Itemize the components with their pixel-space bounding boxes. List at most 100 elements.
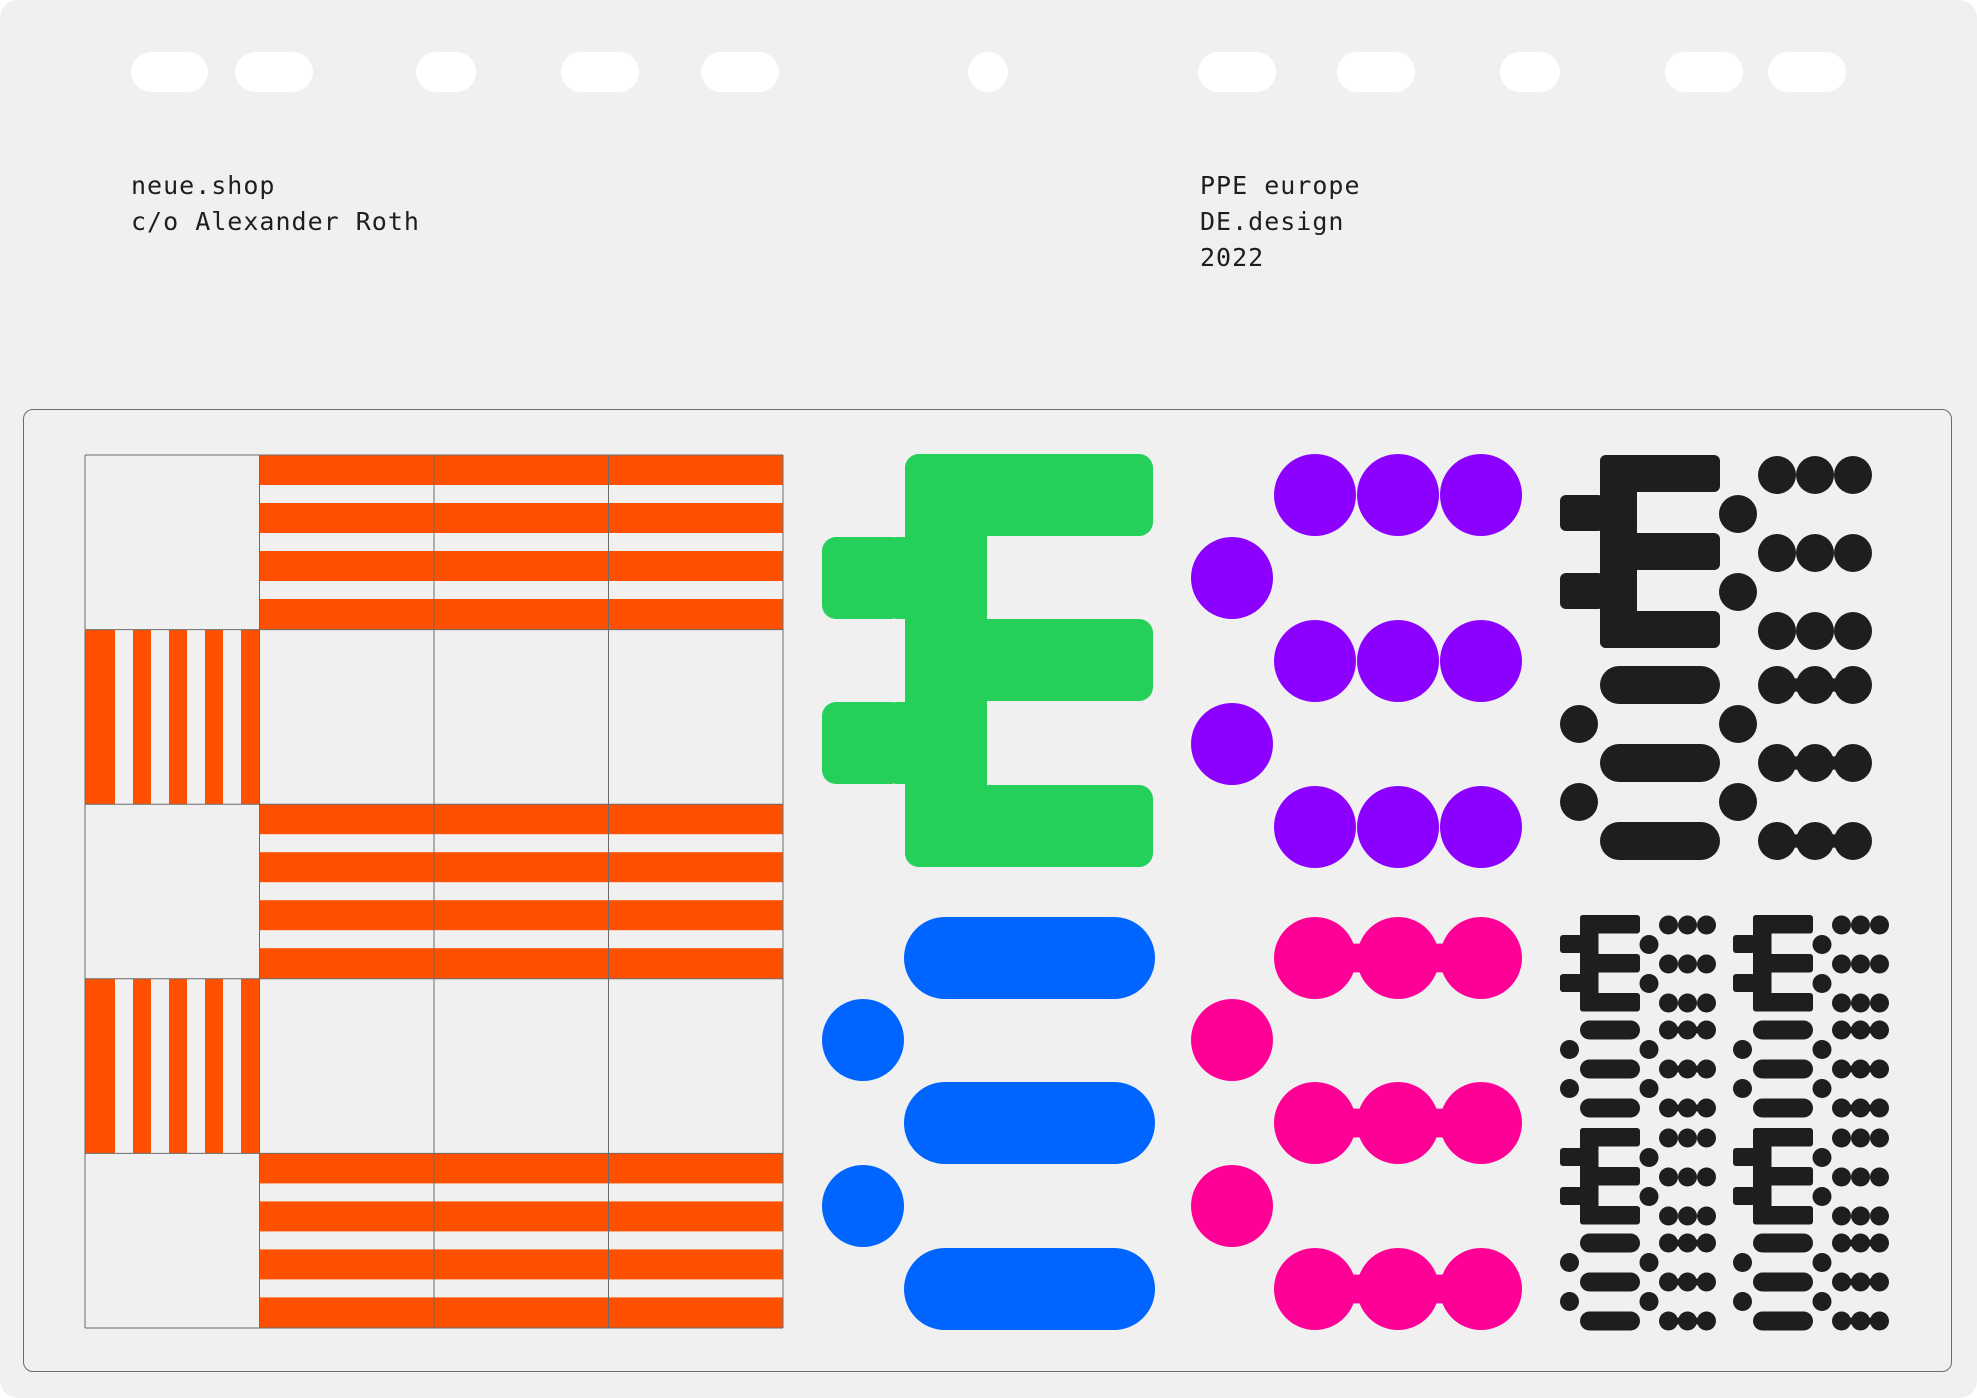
wave-neck <box>1860 1237 1880 1249</box>
black-dot <box>1678 1167 1697 1187</box>
vertical-stripe <box>241 978 260 1154</box>
wave-neck <box>1315 935 1398 981</box>
recipient-line: DE.design <box>1200 207 1345 236</box>
black-dot <box>1832 1167 1851 1187</box>
purple-dot <box>1191 703 1273 785</box>
vertical-stripe <box>241 629 260 805</box>
wave-neck <box>1841 1315 1861 1327</box>
black-dot <box>1834 456 1872 494</box>
horizontal-stripe <box>608 1297 783 1328</box>
black-dot <box>1733 1079 1752 1098</box>
vertical-stripe <box>133 629 151 805</box>
wave-neck <box>1841 1276 1861 1288</box>
vertical-stripe <box>169 629 187 805</box>
black-dot <box>1812 1040 1832 1059</box>
recipient-line: 2022 <box>1200 243 1265 272</box>
perforation-hole <box>561 52 639 92</box>
black-dot <box>1733 1040 1752 1059</box>
horizontal-stripe <box>434 1153 609 1184</box>
horizontal-stripe <box>259 599 434 630</box>
perforation-hole <box>1768 52 1846 92</box>
black-dot <box>1796 612 1834 650</box>
block-nub <box>1560 974 1582 992</box>
square-e-glyph <box>822 454 1153 867</box>
horizontal-stripe <box>608 804 783 835</box>
wave-neck <box>1860 1063 1880 1075</box>
vertical-stripe <box>205 978 223 1154</box>
black-dot <box>1697 915 1716 935</box>
black-glyph-block <box>1733 915 1889 1118</box>
black-dot <box>1851 954 1870 974</box>
wave-neck <box>1687 1315 1707 1327</box>
purple-dot <box>1357 786 1439 868</box>
purple-dot <box>1440 786 1522 868</box>
black-dot <box>1832 1128 1851 1148</box>
black-dot <box>1639 1148 1659 1167</box>
horizontal-stripe <box>434 852 609 883</box>
e-gap <box>987 536 1153 619</box>
block-gap <box>1771 933 1813 954</box>
block-nub <box>1733 1187 1755 1205</box>
black-dot <box>1812 1292 1832 1311</box>
black-glyph-block <box>1560 1128 1716 1331</box>
pill-bar <box>1753 1020 1813 1040</box>
perforation-hole <box>701 52 779 92</box>
dot-e-glyph <box>1191 454 1522 868</box>
vertical-stripe <box>205 629 223 805</box>
black-dot <box>1870 915 1889 935</box>
black-dot <box>1719 783 1757 821</box>
block-nub <box>1733 1148 1755 1166</box>
horizontal-stripe <box>608 1153 783 1184</box>
black-dot <box>1560 1040 1579 1059</box>
purple-dot <box>1274 620 1356 702</box>
perforation-hole <box>968 52 1008 92</box>
black-dot <box>1719 495 1757 533</box>
black-dot <box>1851 993 1870 1013</box>
round-dot <box>822 1165 904 1247</box>
black-dot <box>1639 1292 1659 1311</box>
wave-neck <box>1687 1276 1707 1288</box>
perforation-hole <box>1337 52 1415 92</box>
wave-neck <box>1398 1266 1481 1312</box>
pill-bar <box>1580 1311 1640 1331</box>
black-dot <box>1659 1167 1678 1187</box>
wave-neck <box>1687 1024 1707 1036</box>
black-dot <box>1719 705 1757 743</box>
wave-neck <box>1841 1024 1861 1036</box>
horizontal-stripe <box>608 599 783 630</box>
horizontal-stripe <box>608 1249 783 1280</box>
e-nub <box>822 702 905 784</box>
purple-dot <box>1357 620 1439 702</box>
black-glyph-block <box>1560 455 1872 860</box>
block-gap <box>1598 972 1640 993</box>
black-dot <box>1832 954 1851 974</box>
block-nub <box>1560 1148 1582 1166</box>
wave-neck <box>1687 1237 1707 1249</box>
block-gap <box>1598 1146 1640 1167</box>
wave-neck <box>1668 1276 1688 1288</box>
horizontal-stripe <box>608 455 783 485</box>
black-dot <box>1796 534 1834 572</box>
block-nub <box>1560 935 1582 953</box>
black-dot <box>1851 1128 1870 1148</box>
black-dot <box>1697 993 1716 1013</box>
horizontal-stripe <box>259 1249 434 1280</box>
rounded-e-glyph <box>822 917 1155 1330</box>
horizontal-stripe <box>259 1153 434 1184</box>
black-dot <box>1834 534 1872 572</box>
wave-neck <box>1398 1100 1481 1146</box>
stripe-grid-glyph <box>84 454 784 1329</box>
black-glyph-mini-set <box>1560 915 1889 1331</box>
e-join <box>895 702 915 784</box>
block-nub <box>1733 935 1755 953</box>
rounded-bar <box>904 1082 1155 1164</box>
black-dot <box>1832 915 1851 935</box>
black-dot <box>1832 993 1851 1013</box>
wave-neck <box>1777 674 1815 696</box>
black-dot <box>1812 1253 1832 1272</box>
e-nub <box>822 537 905 619</box>
vertical-stripe <box>169 978 187 1154</box>
wave-neck <box>1687 1102 1707 1114</box>
purple-dot <box>1191 537 1273 619</box>
